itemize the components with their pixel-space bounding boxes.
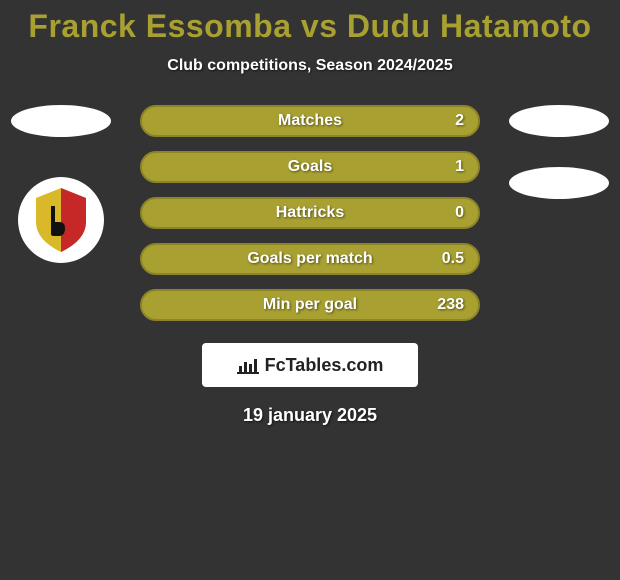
stat-row-min-per-goal: Min per goal 238 (140, 289, 480, 321)
player1-country-flag-placeholder (11, 105, 111, 137)
stat-value: 1 (455, 158, 464, 176)
player2-club-badge-placeholder (509, 167, 609, 199)
stat-value: 238 (437, 296, 464, 314)
stat-row-matches: Matches 2 (140, 105, 480, 137)
right-column (504, 105, 614, 199)
bar-chart-icon (237, 356, 259, 374)
stat-value: 0.5 (442, 250, 464, 268)
stat-label: Hattricks (276, 204, 344, 222)
stat-row-hattricks: Hattricks 0 (140, 197, 480, 229)
brand-badge: FcTables.com (202, 343, 418, 387)
stat-value: 2 (455, 112, 464, 130)
page-title: Franck Essomba vs Dudu Hatamoto (0, 8, 620, 45)
date-text: 19 january 2025 (0, 405, 620, 426)
vs-text: vs (301, 8, 338, 44)
stat-label: Min per goal (263, 296, 357, 314)
player2-name: Dudu Hatamoto (347, 8, 592, 44)
stat-label: Goals per match (247, 250, 372, 268)
stat-row-goals-per-match: Goals per match 0.5 (140, 243, 480, 275)
stat-label: Matches (278, 112, 342, 130)
player1-club-badge (18, 177, 104, 263)
brand-text: FcTables.com (265, 355, 384, 376)
club-shield-icon (31, 186, 91, 254)
subtitle: Club competitions, Season 2024/2025 (0, 57, 620, 75)
left-column (6, 105, 116, 263)
player1-name: Franck Essomba (28, 8, 291, 44)
comparison-card: Franck Essomba vs Dudu Hatamoto Club com… (0, 0, 620, 426)
player2-country-flag-placeholder (509, 105, 609, 137)
stats-list: Matches 2 Goals 1 Hattricks 0 Goals per … (140, 105, 480, 321)
stat-row-goals: Goals 1 (140, 151, 480, 183)
main-area: Matches 2 Goals 1 Hattricks 0 Goals per … (0, 105, 620, 426)
stat-value: 0 (455, 204, 464, 222)
stat-label: Goals (288, 158, 332, 176)
